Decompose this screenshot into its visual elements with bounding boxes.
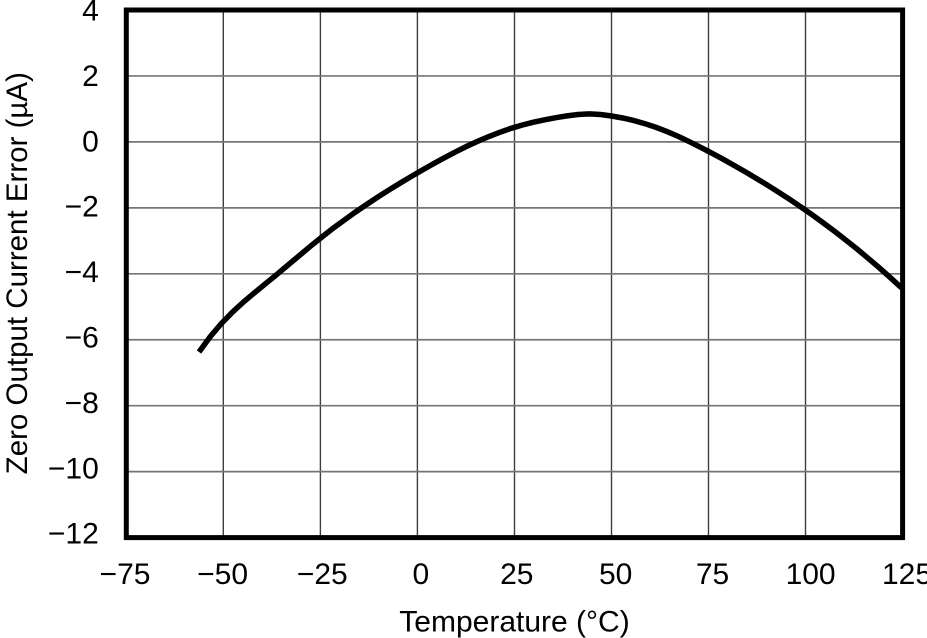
svg-text:−25: −25 (297, 558, 348, 591)
svg-text:4: 4 (82, 0, 99, 28)
svg-text:−75: −75 (100, 558, 151, 591)
svg-text:0: 0 (82, 126, 99, 159)
svg-text:25: 25 (500, 558, 533, 591)
svg-text:0: 0 (413, 558, 430, 591)
svg-text:−50: −50 (197, 558, 248, 591)
svg-text:−2: −2 (65, 191, 99, 224)
svg-text:−12: −12 (48, 518, 99, 551)
svg-text:Temperature (°C): Temperature (°C) (399, 606, 629, 638)
svg-text:Zero Output Current Error (µA): Zero Output Current Error (µA) (1, 72, 34, 474)
svg-text:−6: −6 (65, 322, 99, 355)
svg-text:2: 2 (82, 60, 99, 93)
svg-text:50: 50 (599, 558, 632, 591)
svg-text:−10: −10 (48, 452, 99, 485)
svg-text:75: 75 (696, 558, 729, 591)
svg-text:−8: −8 (65, 387, 99, 420)
svg-text:100: 100 (786, 558, 836, 591)
svg-text:125: 125 (882, 558, 927, 591)
svg-text:−4: −4 (65, 256, 99, 289)
